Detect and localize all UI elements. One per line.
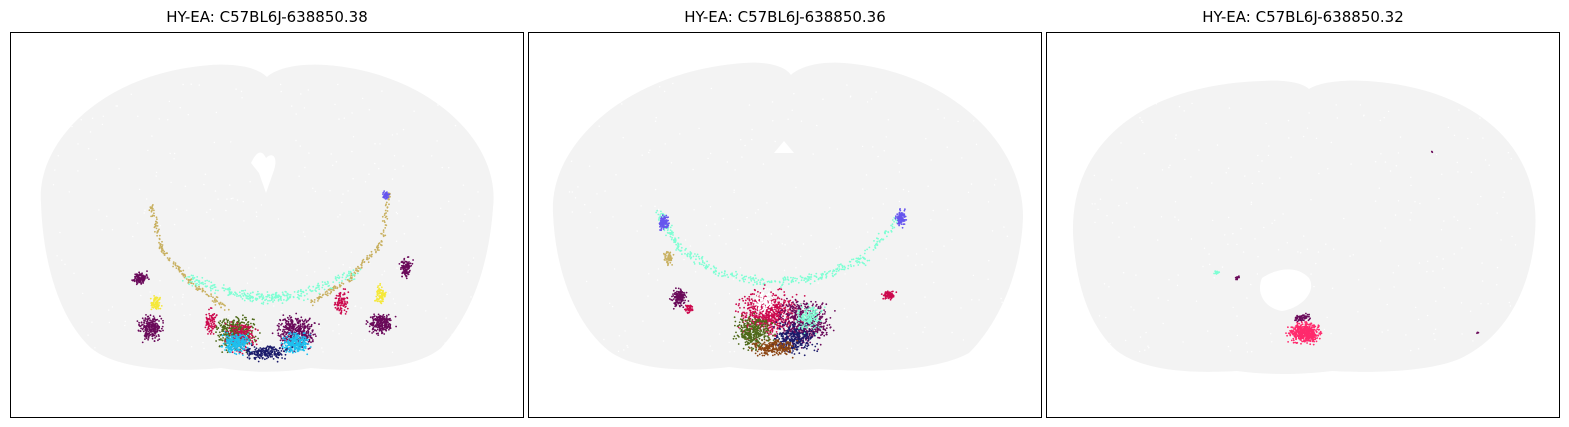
ventricle: [774, 141, 794, 153]
cell-scatter: [563, 82, 1009, 359]
ventricle: [1259, 269, 1312, 311]
tissue-outline: [1072, 80, 1536, 375]
brain-section-plot: [1046, 32, 1560, 418]
cell-scatter: [52, 83, 480, 363]
panel-title: HY-EA: C57BL6J-638850.36: [684, 8, 886, 26]
brain-section-plot: [10, 32, 524, 418]
tissue-outline: [552, 62, 1024, 371]
ventricle: [251, 152, 276, 193]
panel-title: HY-EA: C57BL6J-638850.32: [1202, 8, 1404, 26]
panel-title: HY-EA: C57BL6J-638850.38: [166, 8, 368, 26]
brain-section-plot: [528, 32, 1042, 418]
tissue-outline: [40, 64, 494, 372]
cell-scatter: [1086, 102, 1517, 353]
